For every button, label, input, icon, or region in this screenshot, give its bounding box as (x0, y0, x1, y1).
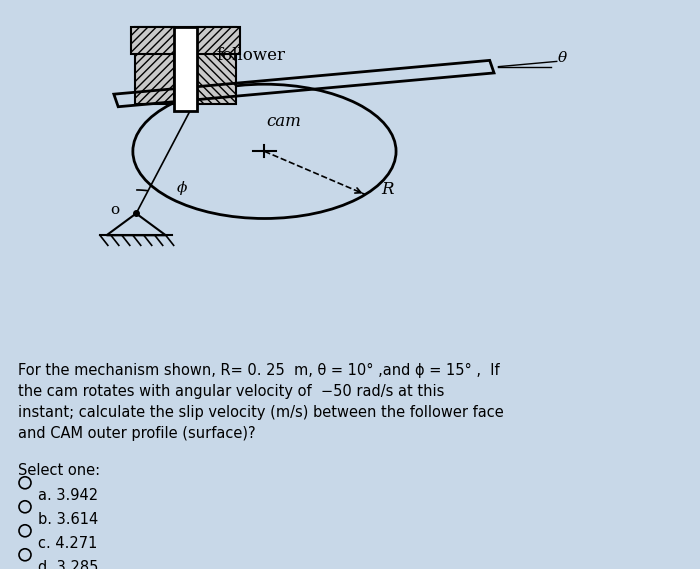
Bar (197, 27, 237, 104)
Text: b. 3.614: b. 3.614 (38, 512, 98, 527)
Text: o: o (111, 203, 120, 217)
Bar (174, 27, 197, 111)
Text: d. 3.285: d. 3.285 (38, 560, 99, 569)
Text: θ: θ (558, 51, 567, 65)
Text: cam: cam (267, 113, 302, 130)
Bar (131, 27, 240, 54)
Text: For the mechanism shown, R= 0. 25  m, θ = 10° ,and ϕ = 15° ,  If
the cam rotates: For the mechanism shown, R= 0. 25 m, θ =… (18, 363, 504, 441)
Text: R: R (382, 181, 394, 198)
Bar (134, 27, 174, 104)
Text: follower: follower (217, 47, 286, 64)
Text: ϕ: ϕ (177, 181, 188, 195)
Text: a. 3.942: a. 3.942 (38, 488, 98, 503)
Text: c. 4.271: c. 4.271 (38, 536, 97, 551)
Text: Select one:: Select one: (18, 463, 100, 478)
